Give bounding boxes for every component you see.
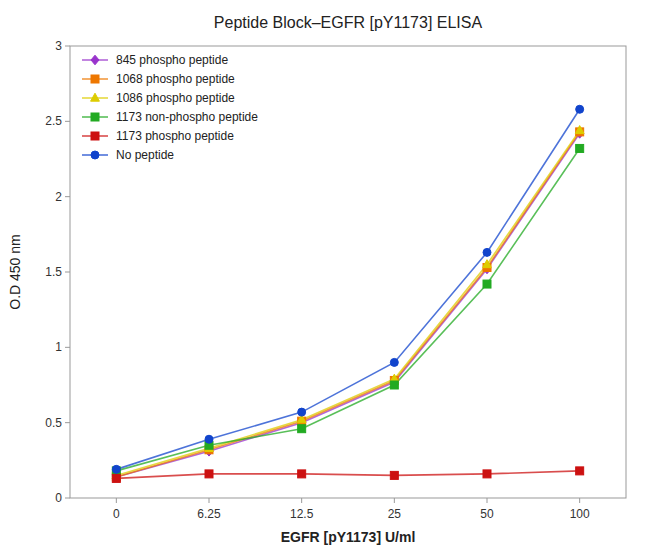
x-tick-label: 25 [388, 507, 402, 521]
data-point [112, 465, 120, 473]
data-point [390, 358, 398, 366]
legend-label: 1068 phospho peptide [116, 72, 235, 86]
y-tick [65, 347, 70, 348]
y-tick [65, 498, 70, 499]
x-axis-label: EGFR [pY1173] U/ml [281, 529, 416, 545]
data-point [483, 248, 491, 256]
legend-swatch-marker [91, 151, 99, 159]
plot-area [112, 105, 584, 482]
data-point [298, 408, 306, 416]
y-tick [65, 272, 70, 273]
data-point [576, 467, 584, 475]
legend-label: No peptide [116, 148, 174, 162]
series-line [116, 109, 579, 469]
x-tick-label: 50 [480, 507, 494, 521]
legend: 845 phospho peptide 1068 phospho peptide 1… [82, 53, 258, 162]
data-point [483, 280, 491, 288]
legend-swatch-marker [91, 75, 99, 83]
legend-swatch-marker [91, 93, 100, 101]
y-tick [65, 422, 70, 423]
y-axis-label: O.D 450 nm [7, 234, 23, 309]
legend-label: 1086 phospho peptide [116, 91, 235, 105]
legend-swatch-marker [91, 132, 99, 140]
y-tick [65, 196, 70, 197]
data-point [298, 470, 306, 478]
y-tick-label: 0.5 [45, 416, 62, 430]
data-point [112, 474, 120, 482]
legend-swatch-marker [91, 55, 99, 65]
y-tick-label: 0 [55, 491, 62, 505]
data-point [575, 126, 584, 134]
legend-swatch-marker [91, 113, 99, 121]
data-point [576, 144, 584, 152]
data-point [390, 381, 398, 389]
series-line [116, 132, 579, 477]
x-tick-label: 6.25 [197, 507, 221, 521]
x-tick-label: 12.5 [290, 507, 314, 521]
chart: 0 0.5 1 1.5 2 2.5 3 0 6.25 12.5 25 50 100 Peptide Blo… [0, 0, 650, 560]
data-point [298, 425, 306, 433]
data-point [205, 435, 213, 443]
data-point [483, 470, 491, 478]
x-tick-label: 100 [570, 507, 590, 521]
series-line [116, 471, 579, 479]
data-point [390, 471, 398, 479]
y-tick-label: 1 [55, 340, 62, 354]
y-tick [65, 121, 70, 122]
series-line [116, 148, 579, 470]
x-tick [209, 498, 210, 503]
y-tick-label: 3 [55, 39, 62, 53]
legend-label: 1173 non-phospho peptide [116, 110, 258, 124]
data-point [205, 470, 213, 478]
legend-label: 845 phospho peptide [116, 53, 228, 67]
y-tick-label: 1.5 [45, 265, 62, 279]
data-point [576, 105, 584, 113]
legend-label: 1173 phospho peptide [116, 129, 234, 143]
data-point [483, 260, 492, 268]
title: Peptide Block–EGFR [pY1173] ELISA [214, 14, 483, 31]
x-tick-label: 0 [113, 507, 120, 521]
x-tick [301, 498, 302, 503]
plot-frame [70, 46, 626, 498]
x-tick [579, 498, 580, 503]
x-tick [394, 498, 395, 503]
series-line [116, 133, 579, 477]
y-tick-label: 2.5 [45, 114, 62, 128]
series-line [116, 130, 579, 475]
x-tick [487, 498, 488, 503]
y-tick [65, 46, 70, 47]
x-tick [116, 498, 117, 503]
y-tick-label: 2 [55, 190, 62, 204]
